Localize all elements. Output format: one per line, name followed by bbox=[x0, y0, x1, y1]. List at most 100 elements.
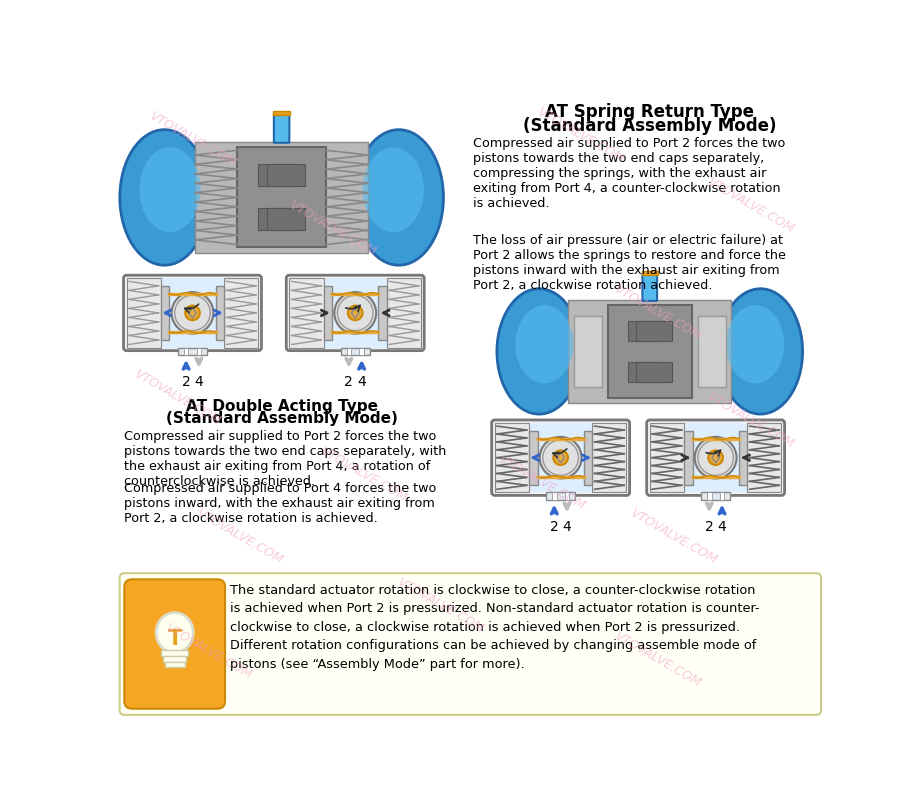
Text: The standard actuator rotation is clockwise to close, a counter-clockwise rotati: The standard actuator rotation is clockw… bbox=[230, 584, 758, 671]
Text: 2: 2 bbox=[344, 375, 353, 389]
Text: (Standard Assembly Mode): (Standard Assembly Mode) bbox=[165, 411, 397, 427]
Bar bbox=[273, 111, 289, 115]
Text: 2: 2 bbox=[704, 520, 713, 534]
Ellipse shape bbox=[496, 289, 581, 414]
Circle shape bbox=[694, 437, 736, 478]
Circle shape bbox=[185, 306, 199, 320]
Bar bbox=[387, 278, 421, 348]
Text: VTOVALVE.COM: VTOVALVE.COM bbox=[611, 283, 702, 343]
Bar bbox=[267, 208, 304, 230]
Bar bbox=[700, 492, 730, 500]
Bar bbox=[636, 321, 671, 341]
Text: VTOVALVE.COM: VTOVALVE.COM bbox=[131, 367, 222, 427]
Text: 2: 2 bbox=[550, 520, 558, 534]
Bar bbox=[323, 286, 332, 340]
FancyBboxPatch shape bbox=[274, 114, 289, 143]
Bar bbox=[719, 492, 723, 500]
FancyBboxPatch shape bbox=[286, 275, 424, 350]
Bar bbox=[627, 362, 663, 382]
Text: Compressed air supplied to Port 2 forces the two
pistons towards the two end cap: Compressed air supplied to Port 2 forces… bbox=[472, 137, 785, 210]
Text: (Standard Assembly Mode): (Standard Assembly Mode) bbox=[522, 118, 776, 135]
Circle shape bbox=[708, 450, 722, 465]
Circle shape bbox=[539, 437, 581, 478]
Bar bbox=[592, 423, 626, 492]
Bar bbox=[346, 348, 351, 355]
Bar bbox=[494, 423, 528, 492]
Text: 4: 4 bbox=[357, 375, 366, 389]
Text: Compressed air supplied to Port 4 forces the two
pistons inward, with the exhaus: Compressed air supplied to Port 4 forces… bbox=[124, 483, 437, 526]
Text: VTOVALVE.COM: VTOVALVE.COM bbox=[394, 575, 485, 636]
Circle shape bbox=[171, 292, 213, 333]
Text: VTOVALVE.COM: VTOVALVE.COM bbox=[704, 175, 795, 235]
Bar bbox=[528, 431, 537, 485]
Circle shape bbox=[552, 450, 567, 465]
Text: VTOVALVE.COM: VTOVALVE.COM bbox=[534, 105, 625, 166]
Bar bbox=[323, 278, 387, 348]
Text: VTOVALVE.COM: VTOVALVE.COM bbox=[611, 629, 702, 689]
FancyBboxPatch shape bbox=[491, 420, 629, 496]
Bar bbox=[215, 286, 224, 340]
Circle shape bbox=[347, 306, 362, 320]
Bar bbox=[237, 148, 326, 247]
Bar bbox=[683, 431, 692, 485]
Bar bbox=[224, 278, 258, 348]
Bar bbox=[127, 278, 161, 348]
Bar bbox=[583, 431, 592, 485]
FancyBboxPatch shape bbox=[123, 275, 261, 350]
FancyBboxPatch shape bbox=[124, 579, 225, 709]
Bar bbox=[359, 348, 364, 355]
Bar bbox=[698, 315, 725, 388]
Bar bbox=[607, 305, 691, 397]
Bar bbox=[165, 662, 185, 667]
Bar bbox=[197, 348, 201, 355]
Bar bbox=[163, 656, 186, 662]
Text: VTOVALVE.COM: VTOVALVE.COM bbox=[162, 621, 254, 682]
Ellipse shape bbox=[156, 612, 193, 653]
Text: 4: 4 bbox=[194, 375, 203, 389]
Bar bbox=[567, 300, 731, 403]
Bar bbox=[162, 650, 187, 656]
Bar bbox=[195, 142, 368, 253]
Ellipse shape bbox=[515, 305, 573, 384]
Text: AT Spring Return Type: AT Spring Return Type bbox=[545, 104, 754, 122]
Text: Compressed air supplied to Port 2 forces the two
pistons towards the two end cap: Compressed air supplied to Port 2 forces… bbox=[124, 430, 447, 488]
FancyBboxPatch shape bbox=[165, 163, 398, 232]
Text: VTOVALVE.COM: VTOVALVE.COM bbox=[317, 444, 408, 504]
Ellipse shape bbox=[139, 148, 200, 232]
Text: 4: 4 bbox=[717, 520, 726, 534]
Bar bbox=[546, 492, 574, 500]
Bar bbox=[289, 278, 323, 348]
Bar bbox=[258, 165, 296, 187]
FancyBboxPatch shape bbox=[539, 320, 760, 384]
FancyBboxPatch shape bbox=[119, 573, 820, 714]
Ellipse shape bbox=[354, 130, 443, 265]
FancyBboxPatch shape bbox=[646, 420, 784, 496]
Text: 4: 4 bbox=[562, 520, 571, 534]
Ellipse shape bbox=[119, 130, 209, 265]
Text: VTOVALVE.COM: VTOVALVE.COM bbox=[193, 506, 284, 566]
Text: 2: 2 bbox=[182, 375, 190, 389]
Circle shape bbox=[334, 292, 376, 333]
Ellipse shape bbox=[362, 148, 424, 232]
Bar bbox=[683, 423, 746, 492]
Bar bbox=[641, 272, 657, 275]
Bar bbox=[564, 492, 569, 500]
Text: The loss of air pressure (air or electric failure) at
Port 2 allows the springs : The loss of air pressure (air or electri… bbox=[472, 234, 785, 293]
Text: VTOVALVE.COM: VTOVALVE.COM bbox=[704, 391, 795, 451]
Text: VTOVALVE.COM: VTOVALVE.COM bbox=[147, 109, 238, 169]
Text: VTOVALVE.COM: VTOVALVE.COM bbox=[495, 453, 586, 513]
Ellipse shape bbox=[725, 305, 783, 384]
Text: VTOVALVE.COM: VTOVALVE.COM bbox=[627, 506, 718, 566]
Text: T: T bbox=[167, 629, 182, 649]
Bar bbox=[161, 278, 224, 348]
FancyBboxPatch shape bbox=[641, 274, 656, 301]
Bar bbox=[573, 315, 601, 388]
Bar bbox=[746, 423, 780, 492]
Bar bbox=[627, 321, 663, 341]
Bar bbox=[267, 165, 304, 187]
Bar bbox=[636, 362, 671, 382]
Bar bbox=[184, 348, 188, 355]
Bar bbox=[528, 423, 592, 492]
Bar bbox=[378, 286, 387, 340]
Bar bbox=[706, 492, 710, 500]
